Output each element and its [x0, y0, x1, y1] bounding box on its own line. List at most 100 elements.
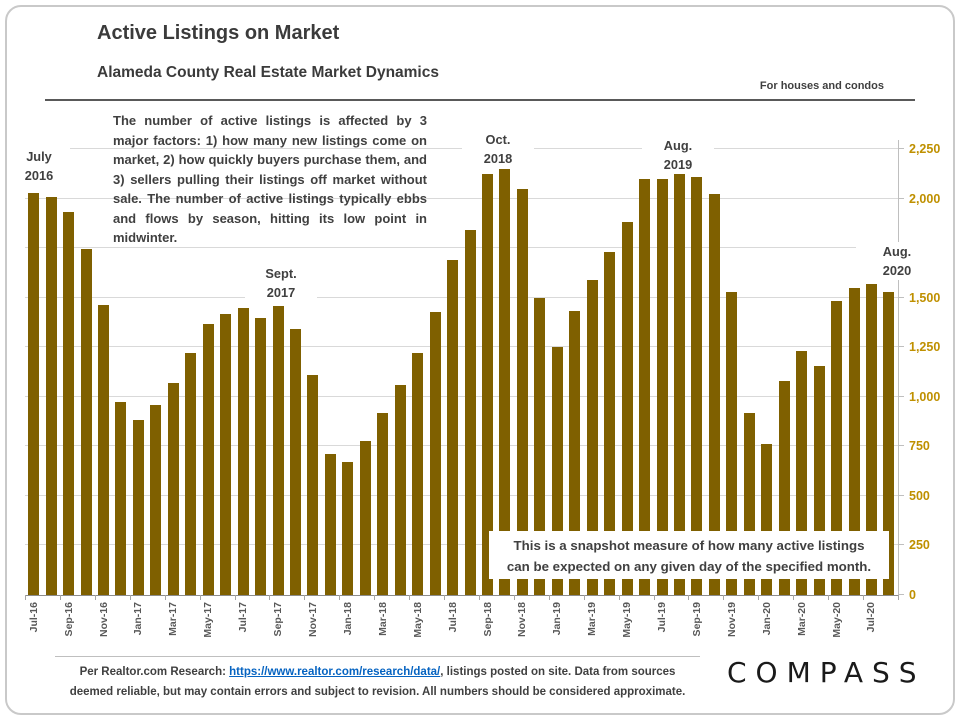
x-tick — [618, 595, 620, 600]
x-slot — [392, 602, 409, 657]
callout-line: 2016 — [24, 168, 54, 183]
x-slot: Nov-18 — [514, 602, 531, 657]
x-slot — [531, 602, 548, 657]
x-tick — [898, 595, 899, 600]
x-slot: May-18 — [409, 602, 426, 657]
bar-slot — [514, 149, 531, 595]
x-tick — [164, 595, 166, 600]
x-tick-label: Mar-20 — [795, 602, 808, 636]
bar-Sep-19 — [691, 176, 703, 595]
bar-May-18 — [412, 353, 424, 595]
x-slot: Jan-17 — [130, 602, 147, 657]
x-slot: Nov-16 — [95, 602, 112, 657]
bar-Jan-19 — [551, 347, 563, 595]
x-slot — [42, 602, 59, 657]
bar-Aug-20 — [883, 291, 895, 595]
page-title: Active Listings on Market — [97, 22, 340, 44]
x-slot: May-20 — [828, 602, 845, 657]
x-slot — [810, 602, 827, 657]
bar-slot — [339, 149, 356, 595]
y-tick-label: 250 — [909, 538, 930, 553]
y-tick — [898, 395, 904, 397]
bar-slot — [461, 149, 478, 595]
snapshot-line: can be expected on any given day of the … — [506, 559, 872, 574]
x-tick — [863, 595, 865, 600]
x-tick-label: Nov-18 — [516, 602, 529, 638]
x-slot: Nov-17 — [304, 602, 321, 657]
x-slot — [845, 602, 862, 657]
x-tick — [723, 595, 725, 600]
bar-Apr-20 — [813, 366, 825, 595]
x-slot — [112, 602, 129, 657]
y-tick-label: 0 — [909, 588, 916, 602]
bar-slot — [863, 149, 880, 595]
x-slot — [426, 602, 443, 657]
bar-Jun-18 — [429, 311, 441, 595]
bar-slot — [112, 149, 129, 595]
bar-Aug-18 — [464, 230, 476, 595]
y-tick — [898, 197, 904, 199]
snapshot-line: This is a snapshot measure of how many a… — [513, 538, 865, 553]
x-tick — [444, 595, 446, 600]
x-tick — [304, 595, 306, 600]
bar-Aug-17 — [255, 317, 267, 595]
x-tick-label: May-20 — [830, 602, 843, 638]
bar-slot — [95, 149, 112, 595]
x-tick — [828, 595, 830, 600]
x-slot: Jul-17 — [234, 602, 251, 657]
plot-area — [25, 148, 898, 596]
bar-Mar-18 — [377, 412, 389, 595]
bar-slot — [828, 149, 845, 595]
x-slot — [252, 602, 269, 657]
bar-slot — [723, 149, 740, 595]
bar-slot — [322, 149, 339, 595]
x-tick — [129, 595, 131, 600]
x-slot: Jul-18 — [444, 602, 461, 657]
x-tick — [234, 595, 236, 600]
bar-Oct-19 — [708, 193, 720, 595]
y-tick — [898, 594, 904, 595]
bar-slot — [566, 149, 583, 595]
bar-slot — [217, 149, 234, 595]
x-tick — [409, 595, 411, 600]
x-tick-label: Jul-19 — [656, 602, 669, 633]
x-slot — [566, 602, 583, 657]
x-tick — [513, 595, 515, 600]
x-tick — [59, 595, 61, 600]
bar-slot — [549, 149, 566, 595]
bar-Aug-19 — [673, 173, 685, 595]
bar-Dec-17 — [324, 454, 336, 595]
x-tick — [374, 595, 376, 600]
bar-Jul-16 — [28, 192, 40, 595]
bar-slot — [426, 149, 443, 595]
x-tick-label: Jul-17 — [237, 602, 250, 633]
x-slot: Jan-20 — [758, 602, 775, 657]
x-tick-label: Mar-18 — [376, 602, 389, 636]
x-tick-label: Jul-20 — [865, 602, 878, 633]
x-slot — [77, 602, 94, 657]
x-slot — [182, 602, 199, 657]
realtor-data-link[interactable]: https://www.realtor.com/research/data/ — [229, 666, 441, 678]
y-tick-label: 500 — [909, 488, 930, 503]
x-slot — [741, 602, 758, 657]
x-slot — [147, 602, 164, 657]
x-tick — [758, 595, 760, 600]
x-tick-label: Nov-16 — [97, 602, 110, 638]
x-slot: Jan-18 — [339, 602, 356, 657]
bar-slot — [775, 149, 792, 595]
bar-May-20 — [831, 300, 843, 595]
x-slot: Sep-19 — [688, 602, 705, 657]
bar-Nov-17 — [307, 374, 319, 595]
bar-slot — [147, 149, 164, 595]
y-tick — [898, 346, 904, 348]
bar-May-19 — [621, 222, 633, 595]
x-tick-label: Jan-19 — [551, 602, 564, 636]
gridline — [25, 346, 898, 348]
callout-line: 2019 — [663, 157, 693, 172]
x-slot: May-17 — [200, 602, 217, 657]
y-tick — [898, 445, 904, 447]
bar-Nov-19 — [726, 291, 738, 595]
bar-slot — [409, 149, 426, 595]
bar-slot — [182, 149, 199, 595]
x-slot — [775, 602, 792, 657]
